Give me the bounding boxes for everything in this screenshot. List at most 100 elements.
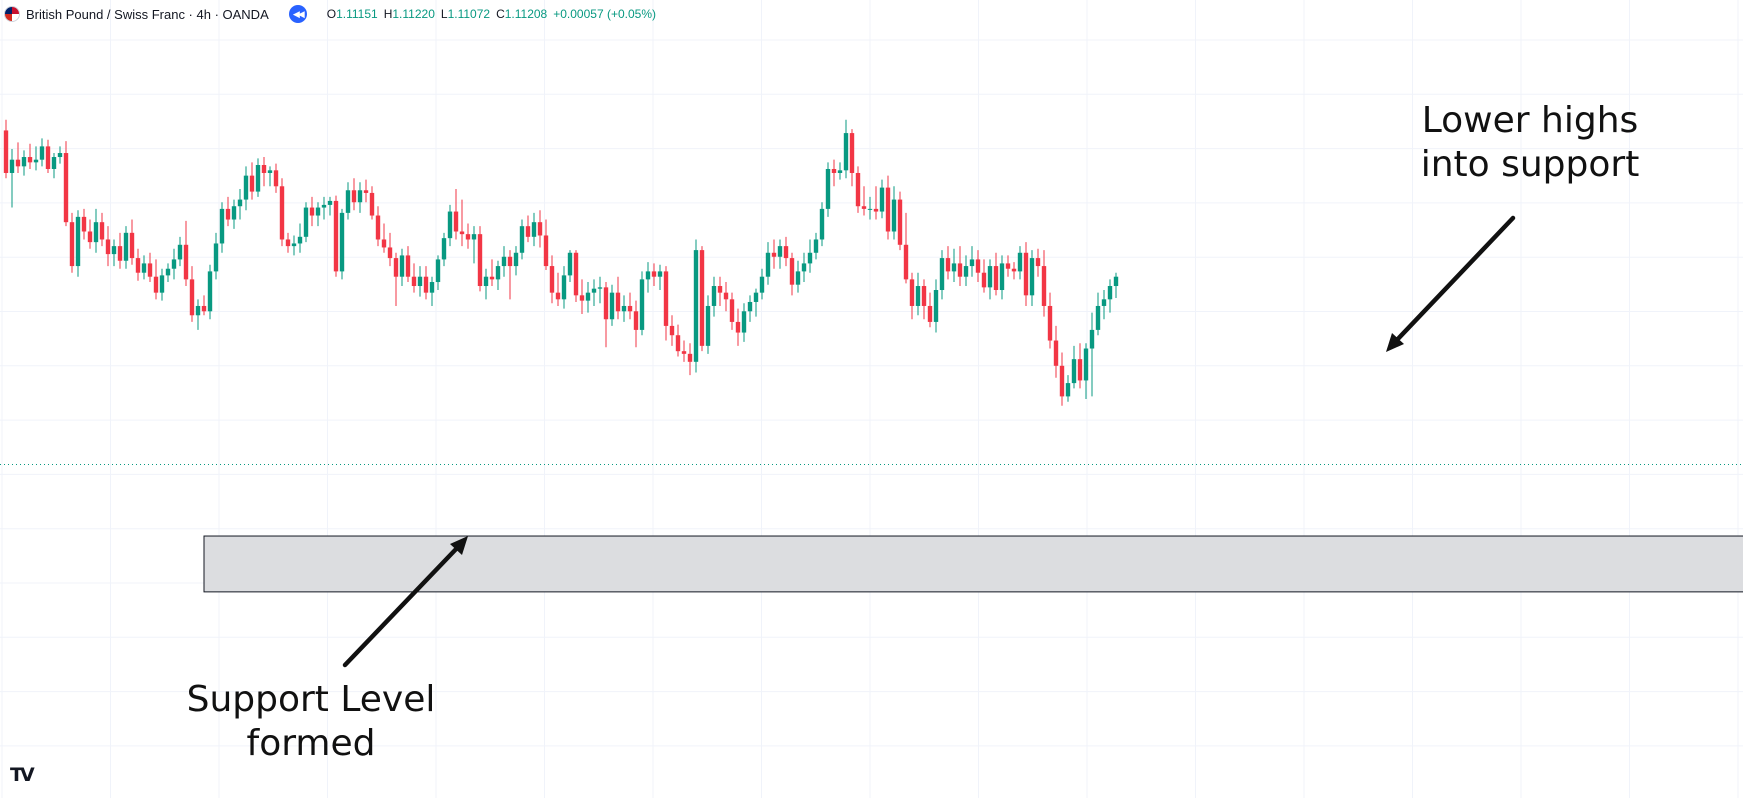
candle[interactable] — [27, 143, 33, 169]
candle[interactable] — [945, 246, 951, 280]
candle[interactable] — [261, 157, 267, 187]
candle[interactable] — [315, 202, 321, 227]
candle[interactable] — [585, 282, 591, 313]
candle[interactable] — [969, 246, 975, 277]
candle[interactable] — [105, 226, 111, 267]
candle[interactable] — [1041, 250, 1047, 317]
candle[interactable] — [51, 153, 57, 179]
candle[interactable] — [849, 129, 855, 187]
candle[interactable] — [747, 295, 753, 322]
candle[interactable] — [933, 279, 939, 333]
candle[interactable] — [615, 276, 621, 320]
candle[interactable] — [501, 246, 507, 277]
candle[interactable] — [1053, 325, 1059, 378]
candle[interactable] — [219, 202, 225, 253]
candle[interactable] — [399, 248, 405, 287]
candle[interactable] — [243, 166, 249, 211]
candle[interactable] — [1005, 255, 1011, 277]
candle[interactable] — [561, 266, 567, 309]
candle[interactable] — [771, 239, 777, 269]
candle[interactable] — [303, 202, 309, 243]
candle[interactable] — [225, 196, 231, 227]
candle[interactable] — [645, 262, 651, 293]
candle[interactable] — [213, 232, 219, 280]
candle[interactable] — [819, 202, 825, 247]
candle[interactable] — [147, 252, 153, 283]
candle[interactable] — [1071, 345, 1077, 389]
candle[interactable] — [1023, 242, 1029, 306]
candle[interactable] — [363, 179, 369, 203]
candle[interactable] — [339, 208, 345, 280]
candle[interactable] — [33, 146, 39, 171]
candle[interactable] — [903, 212, 909, 284]
candle[interactable] — [699, 246, 705, 352]
candle[interactable] — [513, 246, 519, 276]
candle[interactable] — [717, 276, 723, 306]
candle[interactable] — [327, 196, 333, 216]
candle[interactable] — [1011, 262, 1017, 280]
candle[interactable] — [639, 271, 645, 336]
candle[interactable] — [441, 232, 447, 267]
candle[interactable] — [21, 150, 27, 176]
candle[interactable] — [1101, 290, 1107, 320]
candle[interactable] — [807, 239, 813, 273]
candle[interactable] — [735, 308, 741, 346]
candle[interactable] — [939, 250, 945, 300]
candle[interactable] — [291, 235, 297, 256]
candle[interactable] — [483, 268, 489, 300]
candle[interactable] — [981, 259, 987, 293]
candle[interactable] — [951, 248, 957, 283]
candle[interactable] — [357, 182, 363, 213]
candle[interactable] — [579, 279, 585, 314]
candle[interactable] — [897, 191, 903, 251]
candle[interactable] — [1089, 312, 1095, 397]
candle[interactable] — [729, 292, 735, 330]
candle[interactable] — [549, 255, 555, 304]
candle[interactable] — [825, 162, 831, 217]
candle[interactable] — [93, 208, 99, 253]
candle[interactable] — [837, 162, 843, 180]
candle[interactable] — [471, 226, 477, 264]
candle[interactable] — [597, 276, 603, 304]
candle[interactable] — [855, 166, 861, 213]
candle[interactable] — [45, 139, 51, 173]
candle[interactable] — [861, 186, 867, 216]
candle[interactable] — [351, 178, 357, 211]
candle[interactable] — [375, 206, 381, 247]
candle[interactable] — [63, 141, 69, 227]
tradingview-logo[interactable]: TV — [10, 764, 35, 786]
candle[interactable] — [963, 255, 969, 287]
candle[interactable] — [135, 248, 141, 281]
candle[interactable] — [663, 266, 669, 341]
candle[interactable] — [519, 219, 525, 260]
candle[interactable] — [207, 264, 213, 320]
candle[interactable] — [159, 268, 165, 301]
candle[interactable] — [9, 149, 15, 208]
candle[interactable] — [573, 250, 579, 302]
candle[interactable] — [237, 188, 243, 220]
candle[interactable] — [1029, 250, 1035, 306]
candle[interactable] — [1107, 279, 1113, 313]
candle[interactable] — [1077, 343, 1083, 389]
candle[interactable] — [333, 195, 339, 277]
candle[interactable] — [459, 199, 465, 247]
candle[interactable] — [681, 340, 687, 362]
candle[interactable] — [87, 219, 93, 249]
candle[interactable] — [759, 268, 765, 300]
candle[interactable] — [423, 266, 429, 300]
candle[interactable] — [603, 282, 609, 348]
candle[interactable] — [249, 162, 255, 200]
candle[interactable] — [285, 232, 291, 253]
candle[interactable] — [3, 119, 9, 179]
candle[interactable] — [111, 239, 117, 267]
candle[interactable] — [999, 255, 1005, 300]
candle[interactable] — [891, 186, 897, 240]
candle[interactable] — [1113, 272, 1119, 298]
candle[interactable] — [393, 252, 399, 306]
candle[interactable] — [657, 264, 663, 291]
candle[interactable] — [915, 272, 921, 316]
candle[interactable] — [345, 182, 351, 220]
candle[interactable] — [789, 252, 795, 296]
candle[interactable] — [753, 288, 759, 317]
